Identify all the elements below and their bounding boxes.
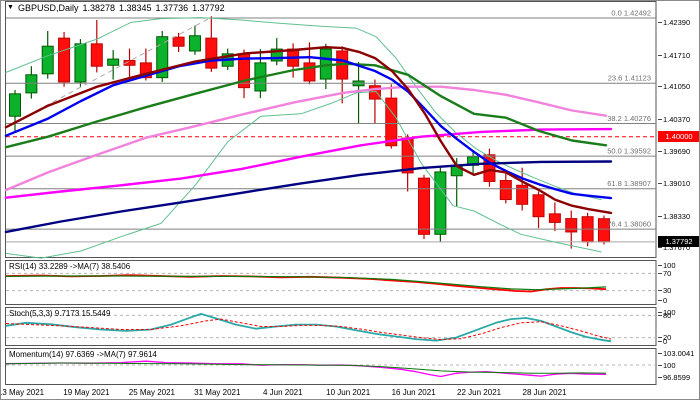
stoch-pane-svg[interactable] bbox=[1, 307, 657, 346]
indicator-scale-label: 0 bbox=[657, 296, 668, 305]
fib-label: 61.8 1.38907 bbox=[607, 179, 651, 188]
candle bbox=[418, 177, 430, 235]
candle bbox=[434, 171, 447, 235]
candle bbox=[9, 93, 21, 117]
candle bbox=[516, 184, 529, 205]
ma-magenta bbox=[4, 127, 613, 199]
indicator-scale-label: 103.0041 bbox=[657, 349, 695, 358]
stoch-label: Stoch(5,3,3) 9.7173 15.5449 bbox=[9, 309, 111, 318]
ma-pink bbox=[4, 85, 608, 192]
pane-border bbox=[5, 1, 657, 258]
x-axis-label: 19 May 2021 bbox=[63, 388, 110, 397]
x-axis-label: 4 Jun 2021 bbox=[262, 388, 303, 397]
candle bbox=[548, 213, 561, 223]
ma-blue bbox=[4, 56, 613, 200]
fib-label: 38.2 1.40276 bbox=[607, 114, 651, 123]
candle bbox=[139, 62, 152, 79]
candle bbox=[401, 137, 414, 174]
pane-border bbox=[5, 348, 657, 385]
price-tick-label: 1.37670 bbox=[657, 243, 691, 253]
ma-darkred-fast bbox=[4, 46, 613, 215]
candle bbox=[205, 37, 218, 69]
price-tick-label: 1.41050 bbox=[657, 82, 691, 92]
x-axis-label: 13 May 2021 bbox=[0, 388, 45, 397]
candle bbox=[483, 154, 496, 182]
candle bbox=[385, 97, 398, 147]
indicator-scale-label: 30 bbox=[657, 286, 672, 296]
fib-label: 23.6 1.41123 bbox=[608, 74, 651, 83]
candle bbox=[303, 62, 316, 82]
momentum-label: Momentum(14) 97.6369 ->MA(7) 97.9614 bbox=[9, 350, 157, 359]
x-axis-label: 25 May 2021 bbox=[128, 388, 176, 397]
ohlc-low: 1.37736 bbox=[155, 3, 189, 13]
price-tick-label: 1.41710 bbox=[657, 50, 691, 60]
indicator-scale-label: 100 bbox=[658, 261, 676, 270]
ma-darkgreen bbox=[4, 62, 608, 149]
candle bbox=[25, 74, 38, 94]
rsi-ma-line bbox=[5, 275, 607, 291]
round-level-badge: 1.40000 bbox=[658, 131, 699, 143]
indicator-scale-label: 0 bbox=[657, 337, 668, 346]
price-tick-label: 1.39690 bbox=[657, 146, 691, 156]
indicator-scale-label: 100 bbox=[658, 308, 676, 317]
x-axis-label: 22 Jun 2021 bbox=[457, 388, 502, 397]
candle bbox=[90, 43, 103, 67]
indicator-scale-label: 100 bbox=[658, 360, 676, 370]
ohlc-open: 1.38278 bbox=[82, 3, 115, 13]
ohlc-close: 1.37792 bbox=[192, 3, 225, 13]
indicator-scale-label: 80 bbox=[657, 310, 672, 320]
candle bbox=[58, 37, 71, 83]
price-tick-label: 1.39010 bbox=[657, 179, 691, 189]
rsi-pane-svg[interactable] bbox=[1, 260, 657, 305]
candle bbox=[270, 48, 283, 62]
fib-label: 76.4 1.38060 bbox=[607, 220, 651, 229]
stoch-d-line bbox=[5, 318, 612, 340]
x-axis-label: 16 Jun 2021 bbox=[391, 388, 436, 397]
candle bbox=[565, 218, 578, 233]
momentum-pane-svg[interactable] bbox=[1, 348, 657, 385]
bid-price-badge: 1.37792 bbox=[658, 236, 699, 248]
indicator-scale-label: 20 bbox=[657, 333, 672, 343]
envelope-lower bbox=[5, 91, 602, 259]
price-tick-label: 1.42390 bbox=[657, 18, 691, 28]
candle bbox=[188, 35, 201, 52]
candle bbox=[74, 43, 87, 83]
fib-label: 0.0 1.42492 bbox=[611, 9, 651, 18]
pane-border bbox=[5, 307, 657, 346]
price-tick-label: 1.40370 bbox=[657, 114, 691, 124]
x-axis-label: 28 Jun 2021 bbox=[522, 388, 567, 397]
price-tick-label: 1.38330 bbox=[657, 211, 691, 221]
main-chart-svg[interactable]: 0.0 1.42492 23.6 1.41123 38.2 1.40276 50.0 … bbox=[1, 1, 657, 259]
price-scale-column[interactable]: 1.42390 1.41710 1.41050 1.40370 1.39690 1.390… bbox=[657, 1, 699, 399]
fib-label: 50.0 1.39592 bbox=[607, 147, 651, 156]
x-axis-label: 10 Jun 2021 bbox=[326, 388, 371, 397]
x-axis-strip[interactable]: 13 May 2021 19 May 2021 25 May 2021 31 May … bbox=[0, 386, 657, 399]
candle bbox=[123, 60, 136, 66]
candle bbox=[172, 36, 185, 47]
indicator-scale-label: 70 bbox=[657, 268, 672, 278]
x-axis-label: 31 May 2021 bbox=[194, 388, 241, 397]
ohlc-high: 1.38345 bbox=[119, 3, 152, 13]
momentum-ma-line bbox=[5, 362, 607, 374]
chart-title-bar: ▼ GBPUSD,Daily 1.38278 1.38345 1.37736 1… bbox=[7, 2, 225, 14]
indicator-scale-label: 96.8599 bbox=[657, 372, 691, 382]
symbol-period-label: GBPUSD,Daily bbox=[17, 3, 79, 13]
candle bbox=[156, 36, 169, 79]
envelope-upper bbox=[5, 17, 602, 201]
symbol-dropdown-icon[interactable]: ▼ bbox=[7, 4, 14, 11]
rsi-label: RSI(14) 33.2289 ->MA(7) 38.5406 bbox=[9, 262, 131, 271]
candle bbox=[41, 45, 54, 75]
ma-navy-slow bbox=[4, 160, 613, 234]
candle bbox=[532, 194, 545, 218]
pane-border bbox=[5, 260, 657, 305]
candle bbox=[499, 180, 512, 201]
candle bbox=[107, 58, 120, 66]
